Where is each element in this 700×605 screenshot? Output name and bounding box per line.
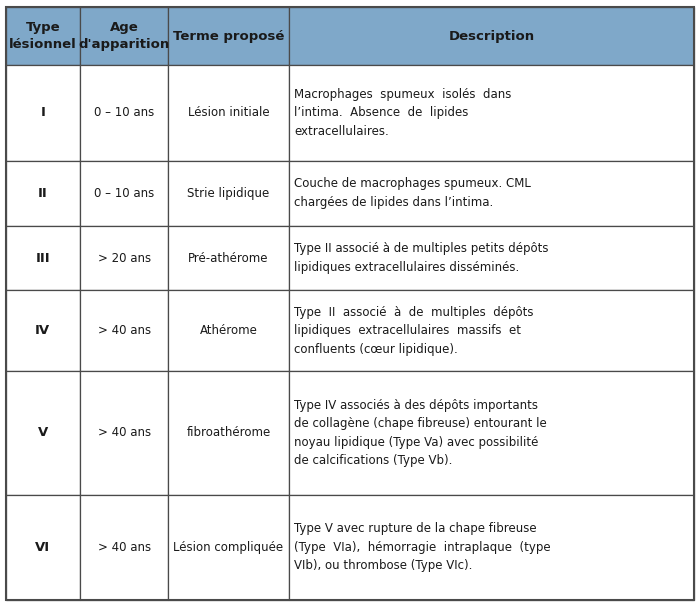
Bar — [6, 371, 80, 495]
Text: V: V — [38, 427, 48, 439]
Bar — [288, 161, 694, 226]
Text: VI: VI — [35, 541, 50, 554]
Text: > 20 ans: > 20 ans — [97, 252, 150, 264]
Bar — [80, 226, 168, 290]
Bar — [168, 7, 288, 65]
Text: I: I — [41, 106, 46, 119]
Bar — [288, 226, 694, 290]
Bar — [6, 65, 80, 161]
Bar — [80, 65, 168, 161]
Text: Lésion compliquée: Lésion compliquée — [174, 541, 284, 554]
Bar — [80, 371, 168, 495]
Bar — [288, 290, 694, 371]
Text: Type V avec rupture de la chape fibreuse
(Type  VIa),  hémorragie  intraplaque  : Type V avec rupture de la chape fibreuse… — [294, 523, 551, 572]
Text: II: II — [38, 187, 48, 200]
Bar — [288, 7, 694, 65]
Bar — [80, 161, 168, 226]
Bar — [168, 161, 288, 226]
Bar — [6, 290, 80, 371]
Bar — [168, 495, 288, 600]
Text: Description: Description — [449, 30, 535, 43]
Bar — [80, 290, 168, 371]
Bar — [6, 495, 80, 600]
Text: Age
d'apparition: Age d'apparition — [78, 21, 169, 51]
Text: IV: IV — [35, 324, 50, 337]
Text: Type  II  associé  à  de  multiples  dépôts
lipidiques  extracellulaires  massif: Type II associé à de multiples dépôts li… — [294, 306, 534, 356]
Bar — [168, 290, 288, 371]
Text: 0 – 10 ans: 0 – 10 ans — [94, 106, 154, 119]
Bar — [80, 495, 168, 600]
Text: Lésion initiale: Lésion initiale — [188, 106, 270, 119]
Text: Terme proposé: Terme proposé — [173, 30, 284, 43]
Text: fibroathérome: fibroathérome — [186, 427, 271, 439]
Bar — [80, 7, 168, 65]
Text: Strie lipidique: Strie lipidique — [188, 187, 270, 200]
Bar — [288, 495, 694, 600]
Bar — [6, 7, 80, 65]
Bar — [168, 371, 288, 495]
Bar — [288, 371, 694, 495]
Text: > 40 ans: > 40 ans — [97, 427, 150, 439]
Bar — [168, 226, 288, 290]
Text: Athérome: Athérome — [199, 324, 258, 337]
Bar — [288, 65, 694, 161]
Bar — [6, 226, 80, 290]
Bar — [6, 161, 80, 226]
Text: Macrophages  spumeux  isolés  dans
l’intima.  Absence  de  lipides
extracellulai: Macrophages spumeux isolés dans l’intima… — [294, 88, 512, 138]
Text: III: III — [36, 252, 50, 264]
Text: Pré-athérome: Pré-athérome — [188, 252, 269, 264]
Text: Type II associé à de multiples petits dépôts
lipidiques extracellulaires dissémi: Type II associé à de multiples petits dé… — [294, 242, 549, 274]
Text: Couche de macrophages spumeux. CML
chargées de lipides dans l’intima.: Couche de macrophages spumeux. CML charg… — [294, 177, 531, 209]
Text: 0 – 10 ans: 0 – 10 ans — [94, 187, 154, 200]
Bar — [168, 65, 288, 161]
Text: Type
lésionnel: Type lésionnel — [9, 21, 77, 51]
Text: > 40 ans: > 40 ans — [97, 541, 150, 554]
Text: Type IV associés à des dépôts importants
de collagène (chape fibreuse) entourant: Type IV associés à des dépôts importants… — [294, 399, 547, 467]
Text: > 40 ans: > 40 ans — [97, 324, 150, 337]
